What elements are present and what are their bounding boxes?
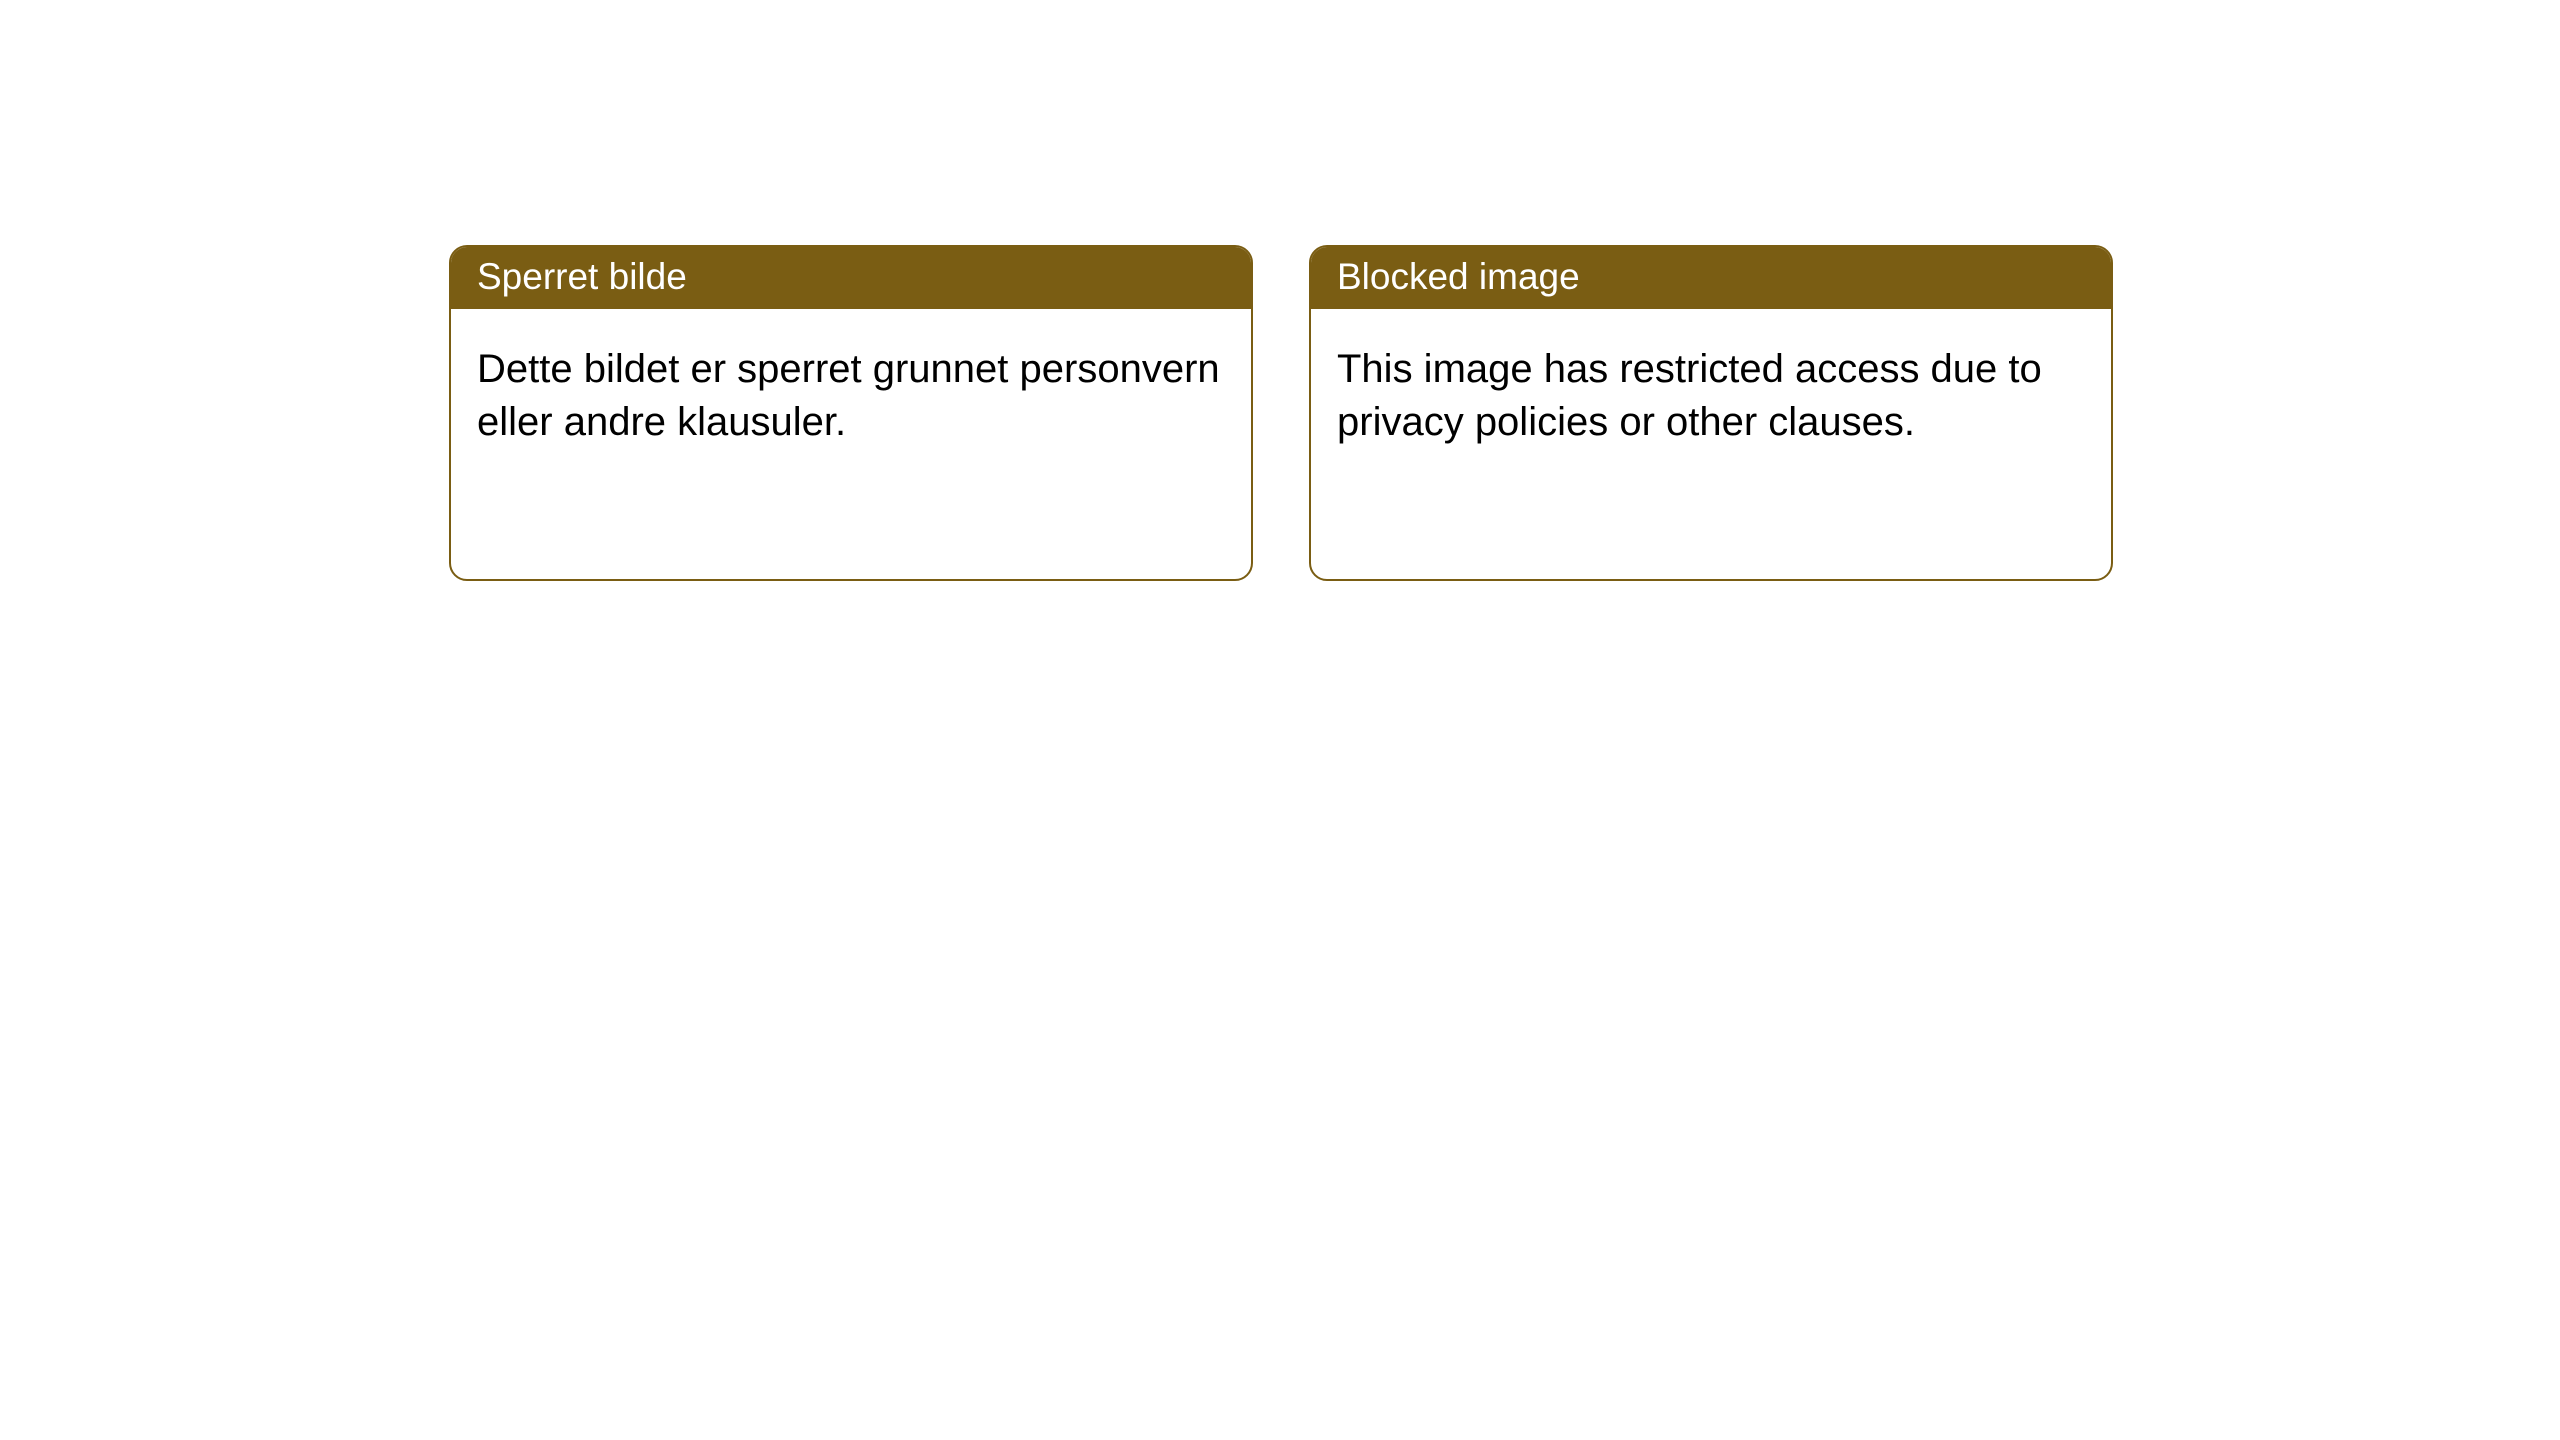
card-title: Sperret bilde: [477, 256, 687, 297]
card-header: Blocked image: [1311, 247, 2111, 309]
card-text: This image has restricted access due to …: [1337, 343, 2085, 449]
card-body: Dette bildet er sperret grunnet personve…: [451, 309, 1251, 579]
notice-card-norwegian: Sperret bilde Dette bildet er sperret gr…: [449, 245, 1253, 581]
card-title: Blocked image: [1337, 256, 1580, 297]
card-body: This image has restricted access due to …: [1311, 309, 2111, 579]
card-header: Sperret bilde: [451, 247, 1251, 309]
notice-cards-row: Sperret bilde Dette bildet er sperret gr…: [449, 245, 2113, 581]
notice-card-english: Blocked image This image has restricted …: [1309, 245, 2113, 581]
card-text: Dette bildet er sperret grunnet personve…: [477, 343, 1225, 449]
